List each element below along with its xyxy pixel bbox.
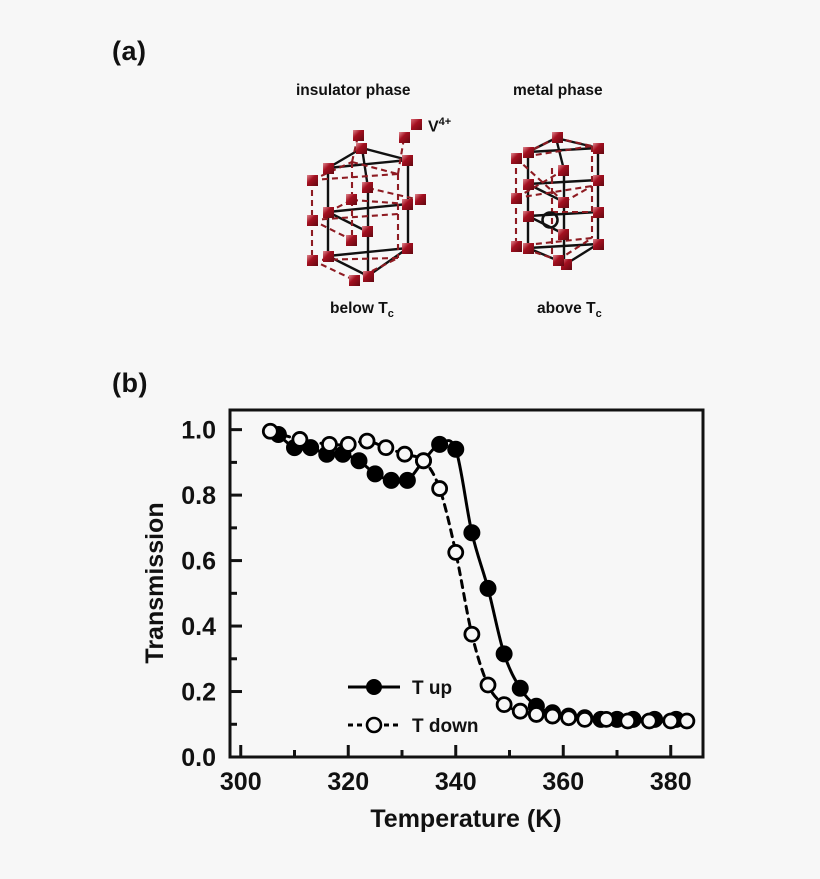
legend-label-t-down: T down	[412, 716, 478, 737]
vanadium-atoms	[307, 130, 426, 286]
x-axis-ticks	[239, 745, 673, 757]
vanadium-ion-symbol: V	[428, 118, 439, 136]
y-tick-label: 0.4	[181, 613, 216, 641]
data-point	[415, 452, 432, 470]
data-point	[463, 625, 481, 643]
data-series-layer	[261, 422, 696, 730]
transmission-vs-temperature-chart: 300 320 340 360 380 0.0 0.2 0.4 0.6 0.8 1.0 Tempe…	[141, 408, 705, 833]
data-point	[678, 712, 696, 730]
insulator-phase-crystal-structure	[307, 130, 426, 286]
x-axis-tick-labels: 300 320 340 360 380	[220, 768, 692, 796]
solid-lattice-bonds	[326, 146, 410, 278]
below-tc-caption: below Tc	[330, 300, 394, 320]
y-tick-label: 0.8	[181, 482, 216, 510]
metal-phase-crystal-structure	[511, 132, 604, 270]
y-tick-label: 1.0	[181, 417, 216, 445]
data-point	[527, 706, 545, 723]
panel-b-label: (b)	[112, 368, 148, 398]
data-point	[366, 465, 384, 483]
y-tick-label: 0.6	[181, 548, 216, 576]
x-tick-label: 360	[542, 768, 584, 796]
y-tick-label: 0.2	[181, 679, 216, 707]
metal-phase-title: metal phase	[513, 82, 603, 99]
data-point	[431, 480, 449, 497]
panel-a-label: (a)	[112, 36, 147, 66]
below-tc-subscript: c	[387, 308, 394, 321]
above-tc-subscript: c	[595, 308, 602, 321]
data-point	[377, 439, 395, 457]
data-point	[431, 435, 449, 453]
data-point	[479, 579, 497, 597]
data-point	[291, 431, 309, 448]
data-point	[495, 645, 513, 663]
legend-label-t-up: T up	[412, 678, 452, 699]
data-point	[463, 524, 481, 542]
data-point	[511, 702, 529, 720]
insulator-phase-title: insulator phase	[296, 82, 411, 99]
data-point	[662, 712, 680, 730]
vanadium-atoms	[511, 132, 604, 270]
data-point	[619, 712, 637, 730]
data-point	[350, 452, 368, 470]
data-point	[597, 710, 615, 728]
data-point	[640, 712, 658, 730]
oxygen-atom-marker	[541, 211, 559, 229]
legend-marker-t-up	[366, 679, 382, 695]
x-axis-title: Temperature (K)	[370, 805, 561, 833]
series-t-down	[261, 422, 696, 730]
y-axis-title: Transmission	[141, 502, 169, 663]
x-tick-label: 340	[435, 768, 477, 796]
data-point	[479, 676, 497, 694]
data-point	[358, 432, 376, 450]
x-tick-label: 320	[327, 768, 369, 796]
data-point	[495, 696, 513, 714]
x-tick-label: 380	[650, 768, 692, 796]
vanadium-ion-label: V4+	[428, 116, 451, 136]
legend-marker-t-down	[365, 716, 383, 734]
data-point	[261, 422, 279, 440]
above-tc-caption: above Tc	[537, 300, 602, 320]
data-point	[396, 445, 414, 463]
y-tick-label: 0.0	[181, 744, 216, 772]
vanadium-ion-charge: 4+	[438, 116, 452, 128]
above-tc-text: above T	[537, 300, 596, 317]
data-point	[339, 435, 357, 453]
y-axis-ticks	[230, 428, 242, 759]
plot-frame	[228, 408, 705, 759]
data-point	[447, 440, 465, 458]
below-tc-text: below T	[330, 300, 388, 317]
data-point	[398, 471, 416, 489]
vanadium-ion-legend-marker	[411, 119, 422, 130]
data-point	[447, 544, 465, 561]
data-point	[576, 710, 594, 728]
chart-legend: T up T down	[348, 678, 478, 737]
y-axis-tick-labels: 0.0 0.2 0.4 0.6 0.8 1.0	[181, 417, 216, 772]
data-point	[321, 435, 338, 453]
data-point	[382, 471, 400, 489]
data-point	[560, 709, 578, 727]
x-tick-label: 300	[220, 768, 262, 796]
series-t-up	[269, 426, 685, 728]
dashed-lattice-bonds	[514, 136, 594, 261]
series-line	[268, 429, 689, 723]
data-point	[511, 679, 529, 697]
series-line	[276, 433, 678, 721]
data-point	[544, 707, 561, 725]
